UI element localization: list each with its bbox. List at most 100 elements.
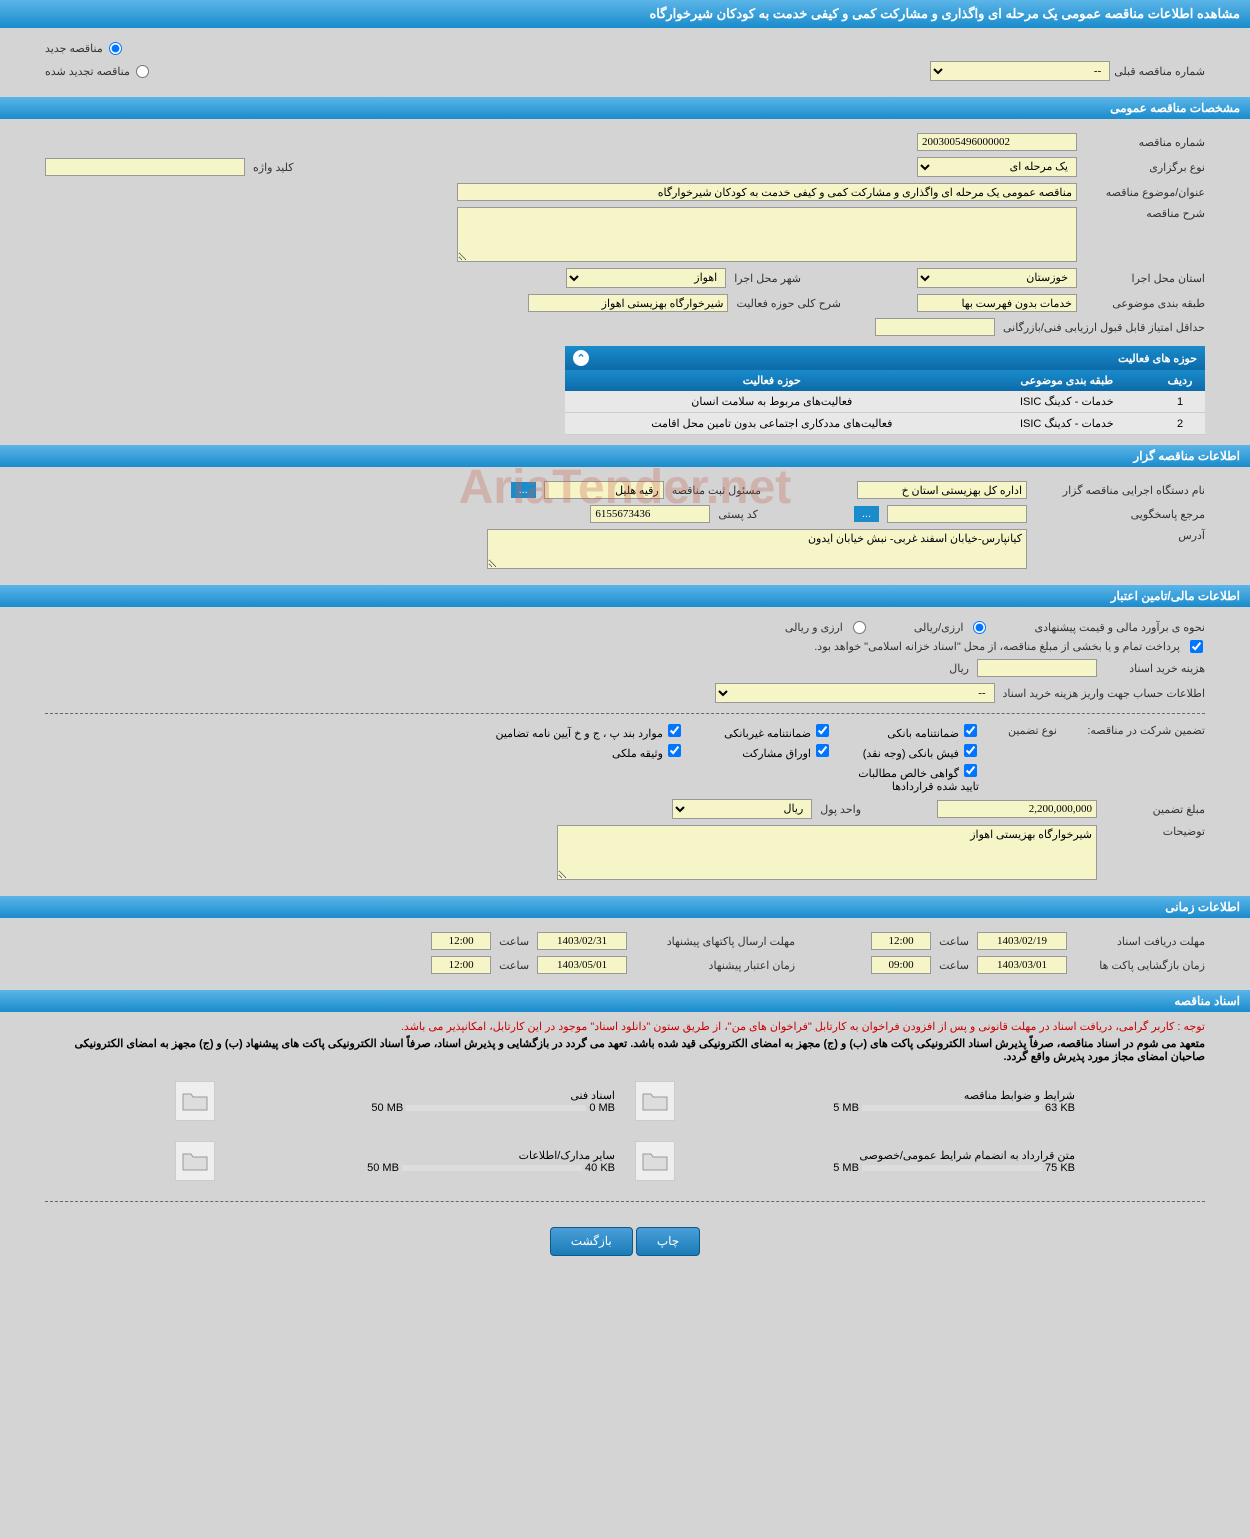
input-packet-deadline-time[interactable] bbox=[431, 932, 491, 950]
label-currency: واحد پول bbox=[820, 803, 861, 816]
checkbox-payment-note[interactable] bbox=[1190, 640, 1203, 653]
select-holding-type[interactable]: یک مرحله ای bbox=[917, 157, 1077, 177]
label-keyword: کلید واژه bbox=[253, 161, 293, 174]
doc-item[interactable]: سایر مدارک/اطلاعات 50 MB 40 KB bbox=[175, 1141, 615, 1181]
label-subject: عنوان/موضوع مناقصه bbox=[1085, 186, 1205, 199]
select-city[interactable]: اهواز bbox=[566, 268, 726, 288]
radio-renewed-tender[interactable] bbox=[136, 65, 149, 78]
label-org: نام دستگاه اجرایی مناقصه گزار bbox=[1035, 484, 1205, 497]
input-doc-deadline-date[interactable] bbox=[977, 932, 1067, 950]
select-prev-number[interactable]: -- bbox=[930, 61, 1110, 81]
input-category[interactable] bbox=[917, 294, 1077, 312]
label-riyal: ریال bbox=[949, 662, 969, 675]
label-renewed-tender: مناقصه تجدید شده bbox=[45, 65, 130, 78]
input-keyword[interactable] bbox=[45, 158, 245, 176]
back-button[interactable]: بازگشت bbox=[550, 1227, 633, 1256]
input-responsible[interactable] bbox=[544, 481, 664, 499]
input-postal[interactable] bbox=[590, 505, 710, 523]
red-note: توجه : کاربر گرامی، دریافت اسناد در مهلت… bbox=[45, 1020, 1205, 1033]
input-tender-number[interactable] bbox=[917, 133, 1077, 151]
chk-participation-bonds[interactable] bbox=[816, 744, 829, 757]
input-subject[interactable] bbox=[457, 183, 1077, 201]
chk-bank-receipt[interactable] bbox=[964, 744, 977, 757]
chk-nonbank-guarantee[interactable] bbox=[816, 724, 829, 737]
label-chk-certified-claims: گواهی خالص مطالبات تایید شده قراردادها bbox=[858, 768, 979, 793]
label-chk-bank-receipt: فیش بانکی (وجه نقد) bbox=[863, 748, 959, 760]
label-notes: توضیحات bbox=[1105, 825, 1205, 838]
input-doc-cost[interactable] bbox=[977, 659, 1097, 677]
input-scope-desc[interactable] bbox=[528, 294, 728, 312]
radio-new-tender[interactable] bbox=[109, 42, 122, 55]
input-org[interactable] bbox=[857, 481, 1027, 499]
label-amount: مبلغ تضمین bbox=[1105, 803, 1205, 816]
textarea-address[interactable]: کیانپارس-خیابان اسفند غربی- نبش خیابان ا… bbox=[487, 529, 1027, 569]
input-opening-time[interactable] bbox=[871, 956, 931, 974]
section-general-spec: مشخصات مناقصه عمومی bbox=[0, 97, 1250, 119]
activity-scope-table: ردیف طبقه بندی موضوعی حوزه فعالیت 1خدمات… bbox=[565, 370, 1205, 435]
input-min-score[interactable] bbox=[875, 318, 995, 336]
label-responder: مرجع پاسخگویی bbox=[1035, 508, 1205, 521]
page-title: مشاهده اطلاعات مناقصه عمومی یک مرحله ای … bbox=[0, 0, 1250, 28]
more-button[interactable]: ... bbox=[511, 482, 536, 498]
input-packet-deadline-date[interactable] bbox=[537, 932, 627, 950]
label-time-4: ساعت bbox=[499, 959, 529, 972]
label-chk-property-deed: وثیقه ملکی bbox=[612, 748, 663, 760]
chk-certified-claims[interactable] bbox=[964, 764, 977, 777]
label-holding-type: نوع برگزاری bbox=[1085, 161, 1205, 174]
col-row: ردیف bbox=[1155, 370, 1205, 391]
label-doc-cost: هزینه خرید اسناد bbox=[1105, 662, 1205, 675]
input-responder[interactable] bbox=[887, 505, 1027, 523]
label-doc-deadline: مهلت دریافت اسناد bbox=[1075, 935, 1205, 948]
input-validity-time[interactable] bbox=[431, 956, 491, 974]
doc-item[interactable]: اسناد فنی 50 MB 0 MB bbox=[175, 1081, 615, 1121]
label-payment-note: پرداخت تمام و یا بخشی از مبلغ مناقصه، از… bbox=[814, 640, 1180, 653]
label-responsible: مسئول ثبت مناقصه bbox=[672, 484, 761, 497]
textarea-desc[interactable] bbox=[457, 207, 1077, 262]
label-time-1: ساعت bbox=[939, 935, 969, 948]
chk-property-deed[interactable] bbox=[668, 744, 681, 757]
label-city: شهر محل اجرا bbox=[734, 272, 801, 285]
input-doc-deadline-time[interactable] bbox=[871, 932, 931, 950]
responder-more-button[interactable]: ... bbox=[854, 506, 879, 522]
col-scope: حوزه فعالیت bbox=[565, 370, 979, 391]
select-province[interactable]: خوزستان bbox=[917, 268, 1077, 288]
collapse-icon[interactable]: ⌃ bbox=[573, 350, 589, 366]
input-validity-date[interactable] bbox=[537, 956, 627, 974]
label-chk-regulation-items: موارد بند پ ، ج و خ آیین نامه تضامین bbox=[495, 728, 662, 740]
label-desc: شرح مناقصه bbox=[1085, 207, 1205, 220]
chk-regulation-items[interactable] bbox=[668, 724, 681, 737]
label-prev-number: شماره مناقصه قبلی bbox=[1114, 65, 1205, 78]
label-opening: زمان بازگشایی پاکت ها bbox=[1075, 959, 1205, 972]
select-account-info[interactable]: -- bbox=[715, 683, 995, 703]
doc-item[interactable]: شرایط و ضوابط مناقصه 5 MB 63 KB bbox=[635, 1081, 1075, 1121]
commit-note: متعهد می شوم در اسناد مناقصه، صرفاً پذیر… bbox=[45, 1037, 1205, 1063]
label-estimate-method: نحوه ی برآورد مالی و قیمت پیشنهادی bbox=[1034, 621, 1205, 634]
table-row: 1خدمات - کدینگ ISICفعالیت‌های مربوط به س… bbox=[565, 391, 1205, 413]
label-chk-bank-guarantee: ضمانتنامه بانکی bbox=[887, 728, 959, 740]
label-validity: زمان اعتبار پیشنهاد bbox=[635, 959, 795, 972]
section-documents: اسناد مناقصه bbox=[0, 990, 1250, 1012]
radio-arzi-va-riyali[interactable] bbox=[853, 621, 866, 634]
radio-arzi-riyali[interactable] bbox=[973, 621, 986, 634]
label-province: استان محل اجرا bbox=[1085, 272, 1205, 285]
label-min-score: حداقل امتیاز قابل قبول ارزیابی فنی/بازرگ… bbox=[1003, 321, 1205, 334]
input-opening-date[interactable] bbox=[977, 956, 1067, 974]
label-chk-nonbank-guarantee: ضمانتنامه غیربانکی bbox=[724, 728, 811, 740]
label-guarantee: تضمین شرکت در مناقصه: bbox=[1065, 724, 1205, 737]
label-arzi-riyali: ارزی/ریالی bbox=[914, 621, 964, 634]
section-timing: اطلاعات زمانی bbox=[0, 896, 1250, 918]
label-time-2: ساعت bbox=[499, 935, 529, 948]
label-scope-desc: شرح کلی حوزه فعالیت bbox=[736, 297, 841, 310]
textarea-notes[interactable]: شیرخوارگاه بهزیستی اهواز bbox=[557, 825, 1097, 880]
label-new-tender: مناقصه جدید bbox=[45, 42, 103, 55]
table-row: 2خدمات - کدینگ ISICفعالیت‌های مددکاری اج… bbox=[565, 413, 1205, 435]
folder-icon bbox=[635, 1081, 675, 1121]
select-currency[interactable]: ریال bbox=[672, 799, 812, 819]
print-button[interactable]: چاپ bbox=[636, 1227, 700, 1256]
folder-icon bbox=[175, 1141, 215, 1181]
label-packet-deadline: مهلت ارسال پاکتهای پیشنهاد bbox=[635, 935, 795, 948]
activity-scope-title: حوزه های فعالیت bbox=[1118, 352, 1197, 365]
chk-bank-guarantee[interactable] bbox=[964, 724, 977, 737]
input-amount[interactable] bbox=[937, 800, 1097, 818]
doc-item[interactable]: متن قرارداد به انضمام شرایط عمومی/خصوصی … bbox=[635, 1141, 1075, 1181]
